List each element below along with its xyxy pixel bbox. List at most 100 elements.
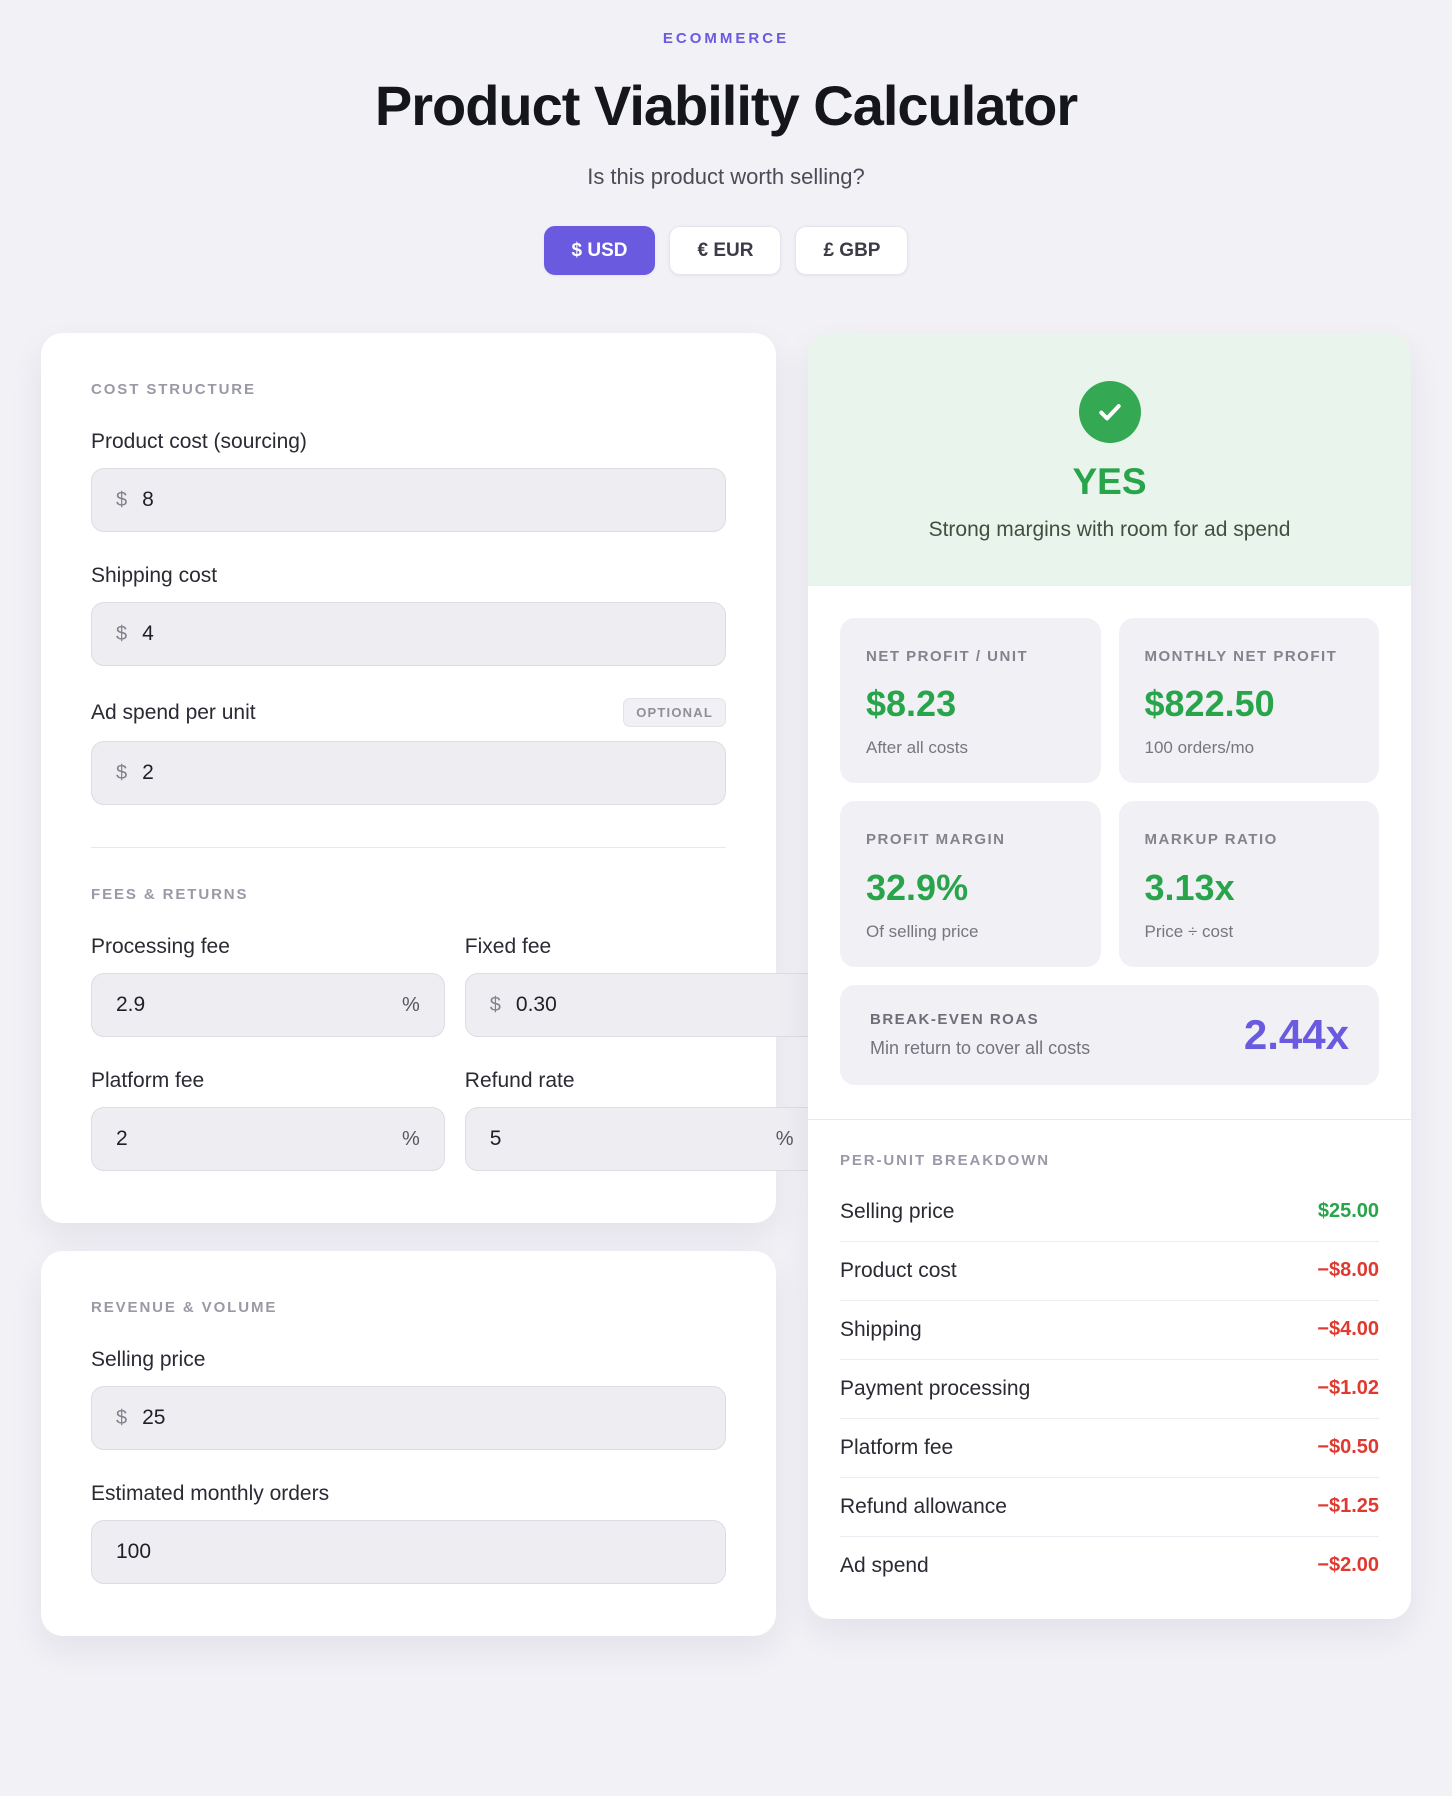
row-label: Product cost: [840, 1258, 957, 1282]
stat-value: 32.9%: [866, 866, 969, 908]
eyebrow-label: ECOMMERCE: [662, 30, 790, 47]
refund-rate-inputbox: %: [464, 1107, 819, 1171]
stat-sub: Of selling price: [866, 921, 979, 941]
row-value: −$8.00: [1317, 1259, 1379, 1281]
currency-gbp-button[interactable]: £ GBP: [795, 226, 909, 275]
stat-net-profit-unit: NET PROFIT / UNIT $8.23 After all costs: [840, 618, 1101, 784]
shipping-cost-inputbox: $: [91, 602, 726, 666]
row-value: −$4.00: [1317, 1318, 1379, 1340]
row-label: Ad spend: [840, 1553, 929, 1577]
fixed-fee-label: Fixed fee: [464, 935, 552, 958]
refund-rate-field: Refund rate %: [464, 1069, 819, 1171]
revenue-volume-heading: REVENUE & VOLUME: [91, 1299, 278, 1316]
refund-rate-label: Refund rate: [464, 1069, 575, 1092]
currency-usd-button[interactable]: $ USD: [543, 226, 656, 275]
page-subtitle: Is this product worth selling?: [587, 164, 865, 189]
percent-suffix: %: [402, 1127, 420, 1150]
results-stats: NET PROFIT / UNIT $8.23 After all costs …: [808, 586, 1411, 1119]
stat-label: MARKUP RATIO: [1144, 831, 1278, 849]
product-cost-label: Product cost (sourcing): [91, 430, 307, 453]
row-label: Shipping: [840, 1317, 922, 1341]
percent-suffix: %: [402, 993, 420, 1016]
cost-structure-heading: COST STRUCTURE: [91, 381, 256, 398]
selling-price-input[interactable]: [142, 1406, 701, 1430]
row-value: −$1.25: [1317, 1495, 1379, 1517]
ad-spend-field: Ad spend per unit OPTIONAL $: [91, 698, 726, 805]
roas-value: 2.44x: [1243, 1010, 1349, 1058]
roas-sub: Min return to cover all costs: [870, 1037, 1091, 1058]
stat-label: MONTHLY NET PROFIT: [1144, 648, 1338, 665]
monthly-orders-label: Estimated monthly orders: [91, 1482, 330, 1505]
fixed-fee-input[interactable]: [515, 993, 794, 1017]
stat-label: NET PROFIT / UNIT: [866, 648, 1029, 665]
refund-rate-input[interactable]: [489, 1127, 761, 1151]
page: ECOMMERCE Product Viability Calculator I…: [41, 30, 1411, 1636]
currency-prefix: $: [116, 622, 128, 645]
stats-grid: NET PROFIT / UNIT $8.23 After all costs …: [840, 618, 1379, 967]
platform-fee-label: Platform fee: [91, 1069, 205, 1092]
fees-returns-heading: FEES & RETURNS: [91, 886, 249, 903]
currency-prefix: $: [116, 1406, 128, 1429]
verdict-result: YES: [1072, 461, 1147, 502]
revenue-volume-card: REVENUE & VOLUME Selling price $ Estimat…: [41, 1251, 776, 1636]
platform-fee-field: Platform fee %: [91, 1069, 445, 1171]
verdict-message: Strong margins with room for ad spend: [928, 518, 1291, 541]
platform-fee-inputbox: %: [91, 1107, 445, 1171]
table-row: Refund allowance −$1.25: [840, 1478, 1379, 1537]
row-label: Platform fee: [840, 1435, 954, 1459]
ad-spend-label: Ad spend per unit: [91, 700, 256, 724]
table-row: Ad spend −$2.00: [840, 1537, 1379, 1595]
stat-value: $822.50: [1144, 683, 1275, 725]
row-value: −$1.02: [1317, 1377, 1379, 1399]
percent-suffix: %: [775, 1127, 794, 1150]
stat-value: 3.13x: [1144, 866, 1235, 908]
stat-markup-ratio: MARKUP RATIO 3.13x Price ÷ cost: [1118, 801, 1379, 967]
stat-profit-margin: PROFIT MARGIN 32.9% Of selling price: [840, 801, 1101, 967]
selling-price-inputbox: $: [91, 1386, 726, 1450]
roas-label: BREAK-EVEN ROAS: [870, 1010, 1040, 1028]
currency-prefix: $: [116, 761, 128, 784]
check-icon: [1078, 381, 1141, 443]
table-row: Platform fee −$0.50: [840, 1419, 1379, 1478]
breakdown-heading: PER-UNIT BREAKDOWN: [840, 1151, 1051, 1169]
currency-eur-button[interactable]: € EUR: [669, 226, 782, 275]
ad-spend-input[interactable]: [142, 761, 701, 785]
row-value: −$2.00: [1317, 1554, 1379, 1576]
cost-structure-card: COST STRUCTURE Product cost (sourcing) $…: [41, 333, 819, 1223]
processing-fee-label: Processing fee: [91, 935, 230, 958]
product-cost-input[interactable]: [142, 488, 701, 512]
shipping-cost-label: Shipping cost: [91, 564, 218, 587]
row-label: Payment processing: [840, 1376, 1031, 1400]
currency-prefix: $: [116, 488, 128, 511]
monthly-orders-input[interactable]: [116, 1540, 701, 1564]
row-label: Refund allowance: [840, 1494, 1007, 1518]
monthly-orders-field: Estimated monthly orders: [91, 1482, 726, 1584]
selling-price-field: Selling price $: [91, 1348, 726, 1450]
stat-sub: 100 orders/mo: [1144, 738, 1255, 758]
shipping-cost-input[interactable]: [142, 622, 701, 646]
per-unit-breakdown: PER-UNIT BREAKDOWN Selling price $25.00 …: [808, 1118, 1411, 1619]
results-card: YES Strong margins with room for ad spen…: [808, 333, 1411, 1619]
processing-fee-field: Processing fee %: [91, 935, 445, 1037]
monthly-orders-inputbox: [91, 1520, 726, 1584]
shipping-cost-field: Shipping cost $: [91, 564, 726, 666]
processing-fee-inputbox: %: [91, 973, 445, 1037]
row-value: −$0.50: [1317, 1436, 1379, 1458]
row-value: $25.00: [1317, 1200, 1379, 1222]
roas-text: BREAK-EVEN ROAS Min return to cover all …: [870, 1011, 1090, 1059]
row-label: Selling price: [840, 1199, 955, 1223]
selling-price-label: Selling price: [91, 1348, 206, 1371]
stat-value: $8.23: [866, 683, 957, 725]
ad-spend-inputbox: $: [91, 741, 726, 805]
fixed-fee-inputbox: $: [464, 973, 819, 1037]
break-even-roas-box: BREAK-EVEN ROAS Min return to cover all …: [840, 984, 1379, 1085]
main-layout: COST STRUCTURE Product cost (sourcing) $…: [41, 333, 1411, 1636]
page-title: Product Viability Calculator: [374, 74, 1078, 137]
table-row: Selling price $25.00: [840, 1183, 1379, 1242]
breakdown-rows: Selling price $25.00 Product cost −$8.00…: [840, 1183, 1379, 1595]
inputs-column: COST STRUCTURE Product cost (sourcing) $…: [41, 333, 819, 1636]
platform-fee-input[interactable]: [116, 1127, 387, 1151]
section-divider: [91, 847, 726, 848]
processing-fee-input[interactable]: [116, 993, 387, 1017]
fixed-fee-field: Fixed fee $: [464, 935, 819, 1037]
